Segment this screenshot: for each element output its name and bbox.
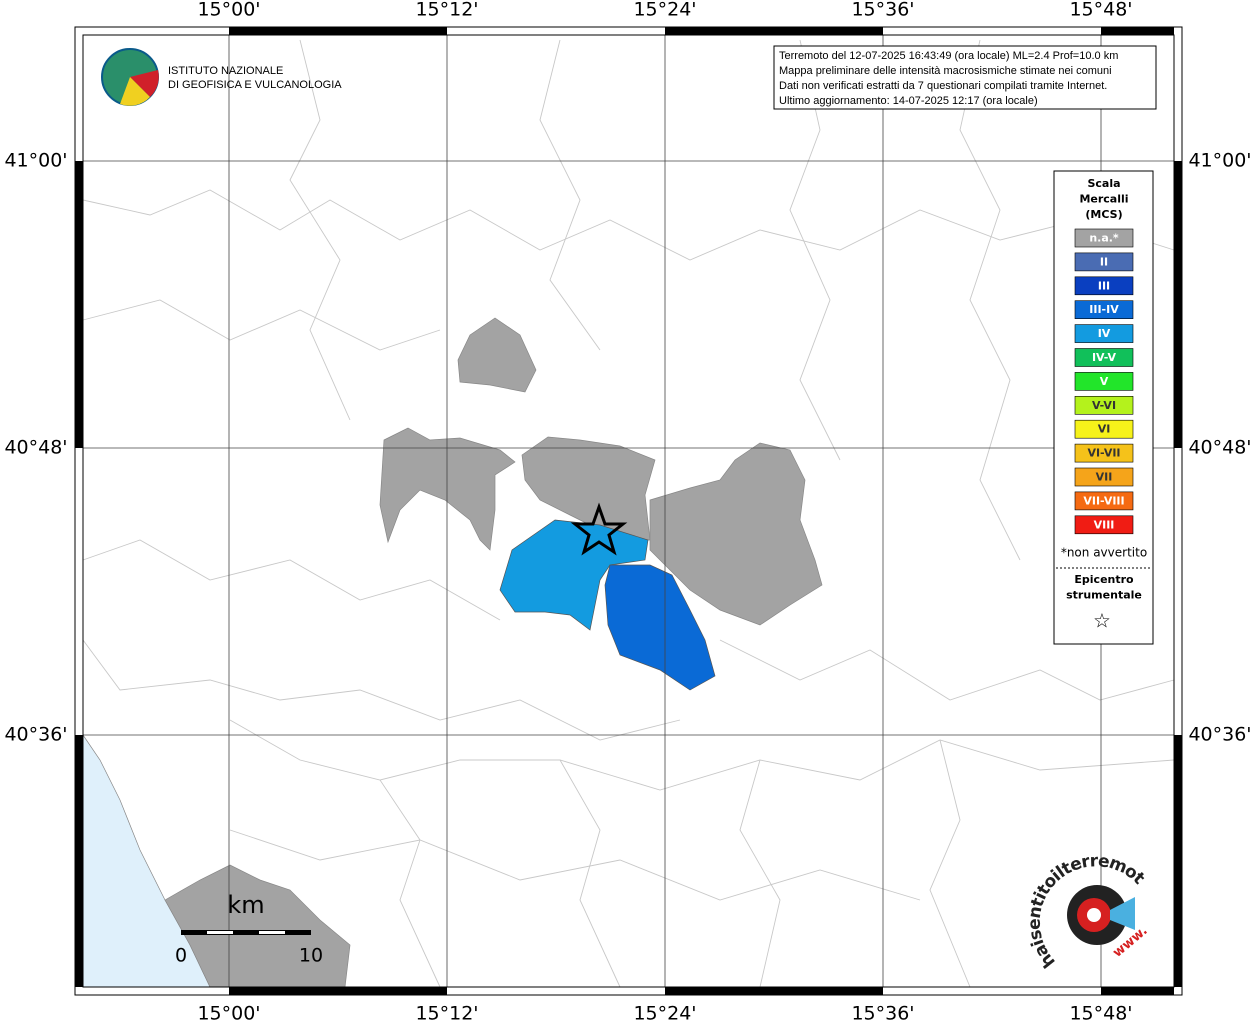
legend-swatch (1074, 467, 1134, 487)
legend-label: III (1098, 279, 1110, 292)
legend-swatch (1074, 252, 1134, 272)
frame-bar (1174, 735, 1182, 987)
legend-note: *non avvertito (1061, 546, 1147, 560)
legend-swatch (1074, 276, 1134, 296)
legend-swatch (1074, 324, 1134, 343)
legend-label: III-IV (1089, 303, 1119, 316)
legend-label: VII-VIII (1083, 494, 1124, 507)
scale-bar-bg (181, 930, 311, 935)
frame-bar (1101, 987, 1174, 995)
scale-label: 0 (175, 945, 187, 967)
lon-label: 15°00' (197, 1003, 260, 1024)
frame (74, 26, 1183, 996)
legend-swatch (1074, 443, 1134, 463)
frame-bar (665, 987, 883, 995)
logo-segment (130, 70, 159, 97)
info-line: Terremoto del 12-07-2025 16:43:49 (ora l… (779, 50, 1118, 62)
legend-epicenter: Epicentro (1074, 573, 1134, 586)
lon-label: 15°12' (415, 1003, 478, 1024)
lat-label: 40°48' (4, 437, 67, 459)
legend-swatch (1074, 372, 1134, 391)
badge-dot (1087, 908, 1101, 922)
frame-bar (75, 735, 83, 987)
lat-label: 40°36' (4, 724, 67, 746)
info-box (773, 45, 1157, 110)
legend: ScalaMercalli(MCS)n.a.*IIIIIIII-IVIVIV-V… (1056, 177, 1151, 633)
lon-label: 15°48' (1069, 1003, 1132, 1024)
frame-bar (229, 27, 447, 35)
lon-label: 15°00' (197, 0, 260, 21)
scale-bar-seg (259, 931, 285, 934)
legend-swatch (1074, 395, 1134, 415)
frame-bar (1174, 161, 1182, 448)
legend-title: Mercalli (1079, 193, 1128, 206)
graticule-labels: 15°00' 15°00' 15°12' 15°12' 15°24' 15°24' 15°3… (4, 0, 1251, 1024)
legend-label: V (1100, 375, 1109, 388)
ingv-logo: ISTITUTO NAZIONALE DI GEOFISICA E VULCAN… (101, 48, 342, 106)
info-line: Mappa preliminare delle intensità macros… (779, 65, 1112, 77)
legend-label: VI-VII (1087, 447, 1120, 460)
region-iv (499, 519, 649, 631)
boundaries (82, 39, 1175, 988)
legend-title: (MCS) (1085, 208, 1122, 221)
info-line: Dati non verificati estratti da 7 questi… (779, 80, 1107, 92)
logo-text: DI GEOFISICA E VULCANOLOGIA (168, 79, 342, 91)
scale-bar: km 0 10 (175, 891, 323, 967)
lon-label: 15°12' (415, 0, 478, 21)
info-text: Terremoto del 12-07-2025 16:43:49 (ora l… (779, 50, 1118, 107)
legend-swatch (1074, 419, 1134, 439)
legend-label: VI (1098, 423, 1111, 436)
legend-epicenter: strumentale (1066, 589, 1142, 602)
legend-swatch (1074, 348, 1134, 367)
legend-label: VII (1096, 471, 1113, 484)
legend-label: VIII (1094, 518, 1115, 531)
legend-label: IV-V (1092, 351, 1117, 364)
scale-unit: km (227, 891, 264, 919)
info-line: Ultimo aggiornamento: 14-07-2025 12:17 (… (779, 95, 1038, 107)
lat-label: 41°00' (4, 150, 67, 172)
legend-swatch (1074, 228, 1134, 248)
lat-label: 40°36' (1188, 724, 1251, 746)
legend-title: Scala (1087, 177, 1120, 190)
lon-label: 15°48' (1069, 0, 1132, 21)
legend-swatch (1074, 491, 1134, 511)
frame-bar (665, 27, 883, 35)
epicenter-star (570, 502, 628, 556)
lat-label: 40°48' (1188, 437, 1251, 459)
frame-inner (82, 34, 1175, 988)
lon-label: 15°36' (851, 0, 914, 21)
frame-bar (75, 161, 83, 448)
region-na (164, 317, 823, 988)
scale-bar-seg (207, 931, 233, 934)
legend-label: n.a.* (1089, 232, 1119, 245)
lon-label: 15°36' (851, 1003, 914, 1024)
badge-horn (1110, 897, 1135, 930)
frame-bar (229, 987, 447, 995)
region-iii-iv (604, 564, 716, 691)
legend-star: ☆ (1093, 609, 1111, 633)
lat-label: 41°00' (1188, 150, 1251, 172)
legend-label: IV (1098, 327, 1111, 340)
lon-label: 15°24' (633, 0, 696, 21)
frame-bars (75, 27, 1182, 995)
epicenter (570, 502, 628, 556)
legend-label: V-VI (1092, 399, 1116, 412)
legend-swatch (1074, 300, 1134, 320)
frame-bar (1101, 27, 1174, 35)
logo-text: ISTITUTO NAZIONALE (168, 65, 283, 77)
legend-swatch (1074, 515, 1134, 535)
legend-label: II (1100, 255, 1108, 268)
logo-segment (120, 77, 150, 106)
lon-label: 15°24' (633, 1003, 696, 1024)
scale-label: 10 (299, 945, 323, 967)
